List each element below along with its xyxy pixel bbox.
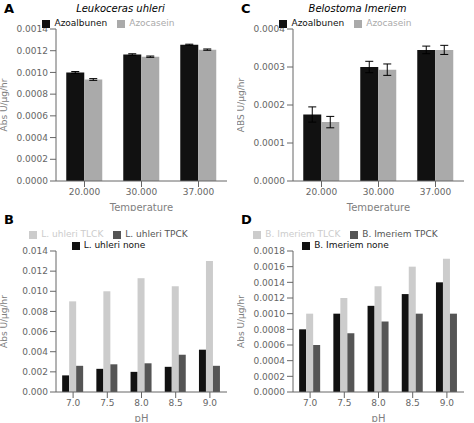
html-text:C: C bbox=[241, 0, 251, 16]
svg-text:Abs U/µg/hr: Abs U/µg/hr bbox=[237, 295, 246, 348]
svg-text:0.0004: 0.0004 bbox=[254, 356, 286, 366]
html-text:B. Imeriem TPCK: B. Imeriem TPCK bbox=[362, 229, 438, 239]
svg-text:Abs U/µg/hr: Abs U/µg/hr bbox=[8, 78, 9, 131]
html-text:Azoalbunen: Azoalbunen bbox=[54, 18, 108, 28]
svg-text:37.000: 37.000 bbox=[420, 187, 452, 197]
svg-text:0.0003: 0.0003 bbox=[254, 62, 286, 72]
svg-text:8.0: 8.0 bbox=[371, 398, 386, 408]
html-text:Azocasein: Azocasein bbox=[366, 18, 412, 28]
svg-text:0.008: 0.008 bbox=[22, 307, 48, 317]
svg-text:0.0006: 0.0006 bbox=[17, 111, 49, 121]
svg-text:0.0012: 0.0012 bbox=[254, 293, 286, 303]
svg-text:0.014: 0.014 bbox=[22, 246, 48, 256]
svg-text:Abs U/µg/hr: Abs U/µg/hr bbox=[8, 295, 9, 348]
svg-text:0.0018: 0.0018 bbox=[254, 246, 286, 256]
html-text:Azoalbunen: Azoalbunen bbox=[291, 18, 345, 28]
html-text:Azocasein: Azocasein bbox=[129, 18, 175, 28]
html-text:B. Imeriem none: B. Imeriem none bbox=[314, 240, 389, 250]
svg-text:0.0008: 0.0008 bbox=[254, 325, 286, 335]
svg-text:0.0014: 0.0014 bbox=[17, 24, 49, 34]
svg-text:8.0: 8.0 bbox=[134, 398, 149, 408]
svg-text:0.0006: 0.0006 bbox=[254, 340, 286, 350]
svg-text:0.0014: 0.0014 bbox=[254, 278, 286, 288]
html-text:L. uhleri TPCK: L. uhleri TPCK bbox=[125, 229, 188, 239]
svg-text:pH: pH bbox=[135, 413, 149, 422]
svg-text:7.0: 7.0 bbox=[303, 398, 318, 408]
html-text:L. uhleri none: L. uhleri none bbox=[83, 240, 146, 250]
svg-text:0.0004: 0.0004 bbox=[17, 133, 49, 143]
svg-text:0.004: 0.004 bbox=[22, 347, 48, 357]
svg-text:8.5: 8.5 bbox=[406, 398, 420, 408]
svg-text:20.000: 20.000 bbox=[306, 187, 338, 197]
svg-text:0.0002: 0.0002 bbox=[254, 100, 286, 110]
html-text:A: A bbox=[4, 0, 15, 16]
html-text:Leukoceras uhleri: Leukoceras uhleri bbox=[76, 2, 165, 14]
svg-text:7.5: 7.5 bbox=[100, 398, 114, 408]
html-text:B: B bbox=[4, 211, 14, 227]
svg-text:0.0016: 0.0016 bbox=[254, 262, 286, 272]
html-text:D: D bbox=[241, 211, 252, 227]
svg-text:ABS U/µg/hr: ABS U/µg/hr bbox=[237, 78, 246, 133]
svg-text:9.0: 9.0 bbox=[203, 398, 218, 408]
svg-text:0.0012: 0.0012 bbox=[17, 46, 49, 56]
svg-text:Temperature: Temperature bbox=[109, 202, 173, 211]
html-text:Belostoma Imeriem: Belostoma Imeriem bbox=[308, 2, 407, 14]
svg-text:7.0: 7.0 bbox=[66, 398, 81, 408]
svg-text:0.0010: 0.0010 bbox=[17, 68, 49, 78]
svg-text:0.0000: 0.0000 bbox=[254, 387, 286, 397]
svg-text:20.000: 20.000 bbox=[69, 187, 101, 197]
svg-text:Temperature: Temperature bbox=[346, 202, 410, 211]
svg-text:8.5: 8.5 bbox=[169, 398, 183, 408]
svg-text:0.010: 0.010 bbox=[22, 286, 48, 296]
svg-text:0.002: 0.002 bbox=[22, 367, 48, 377]
svg-text:0.012: 0.012 bbox=[22, 266, 48, 276]
svg-text:pH: pH bbox=[372, 413, 386, 422]
svg-text:7.5: 7.5 bbox=[337, 398, 351, 408]
svg-text:0.0001: 0.0001 bbox=[254, 138, 286, 148]
svg-text:0.0008: 0.0008 bbox=[17, 89, 49, 99]
svg-text:0.0000: 0.0000 bbox=[254, 176, 286, 186]
html-text:L. uhleri TLCK: L. uhleri TLCK bbox=[41, 229, 104, 239]
svg-text:0.0004: 0.0004 bbox=[254, 24, 286, 34]
svg-text:30.000: 30.000 bbox=[126, 187, 158, 197]
svg-text:0.0010: 0.0010 bbox=[254, 309, 286, 319]
svg-text:0.0000: 0.0000 bbox=[17, 176, 49, 186]
svg-text:37.000: 37.000 bbox=[183, 187, 215, 197]
svg-text:0.006: 0.006 bbox=[22, 327, 48, 337]
svg-text:0.0002: 0.0002 bbox=[254, 372, 286, 382]
svg-text:0.0002: 0.0002 bbox=[17, 154, 49, 164]
html-text:B. Imeriem TLCK: B. Imeriem TLCK bbox=[265, 229, 341, 239]
svg-text:0.000: 0.000 bbox=[22, 387, 48, 397]
svg-text:30.000: 30.000 bbox=[363, 187, 395, 197]
svg-text:9.0: 9.0 bbox=[440, 398, 455, 408]
